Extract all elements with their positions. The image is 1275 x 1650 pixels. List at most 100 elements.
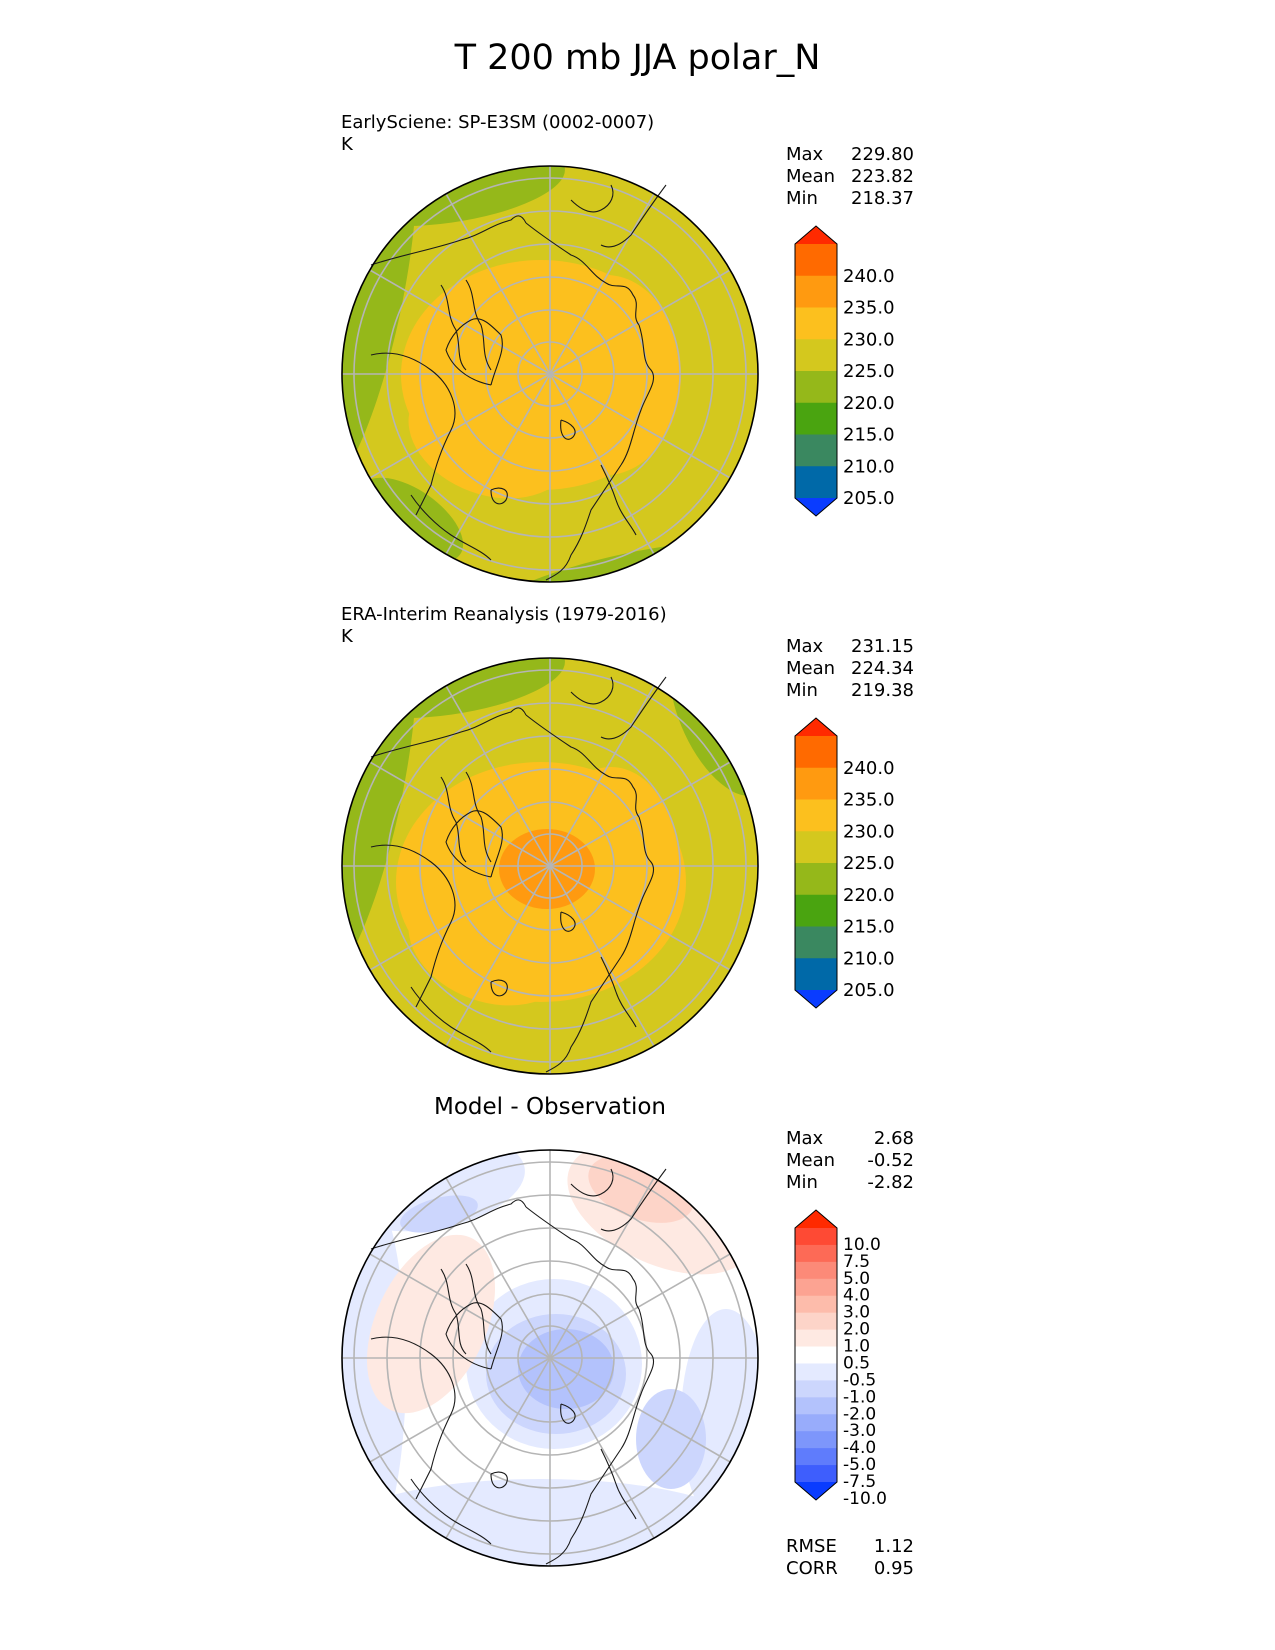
longitude-line [445,1357,551,1539]
coastlines [370,676,667,1073]
panel-difference: Model - Observation Max 2.68 Mean -0.52 Mi… [0,1092,1275,1592]
colorbar-tick-label: 2.0 [843,1320,870,1340]
colorbar: 10.07.55.04.03.02.01.00.5-0.5-1.0-2.0-3.… [794,1209,887,1506]
colorbar-segment [795,799,837,832]
stats-box: Max 2.68 Mean -0.52 Min -2.82 [786,1128,914,1194]
colorbar-extend-bottom [795,1482,837,1500]
longitude-line [369,1357,551,1463]
colorbar-tick-label: 240.0 [843,758,895,779]
coastline [370,707,527,758]
stat-label: Min [786,1172,818,1193]
coastline [600,464,637,536]
figure-title: T 200 mb JJA polar_N [454,38,821,78]
colorbar-segment [795,1465,837,1483]
coastline [490,487,508,505]
colorbar-tick-label: 235.0 [843,790,895,811]
graticule [342,1150,758,1566]
coastline [570,676,614,705]
coastlines [370,184,667,581]
colorbar-segment [795,1431,837,1449]
colorbar-tick-label: -3.0 [843,1421,876,1441]
colorbar-segment [795,1380,837,1398]
colorbar-tick-label: 3.0 [843,1303,870,1323]
longitude-line [549,761,731,867]
stat-label: Mean [786,658,836,679]
map-boundary [341,1149,759,1567]
coastline [370,1336,456,1500]
colorbar-segment [795,307,837,340]
contour-positive-region [366,1234,496,1414]
metric-label: RMSE [786,1536,837,1557]
longitude-line [369,269,551,375]
colorbar-tick-label: 7.5 [843,1252,870,1272]
colorbar-tick-label: -10.0 [843,1489,887,1506]
colorbar-tick-label: 215.0 [843,425,895,446]
coastline [525,222,640,326]
colorbar-segment [795,1329,837,1348]
colorbar-segment [795,1312,837,1331]
longitude-line [549,1253,731,1359]
colorbar-tick-label: 210.0 [843,948,895,969]
colorbar-tick-label: 215.0 [843,917,895,938]
colorbar-tick-label: 205.0 [843,488,895,509]
stat-min: Min 219.38 [786,680,914,702]
coastline [465,1263,492,1355]
colorbar-segment [795,371,837,404]
panel-units: K [341,134,353,155]
panel-observation: ERA-Interim Reanalysis (1979-2016) K Max… [0,600,1275,1100]
stat-value: 218.37 [851,188,914,209]
colorbar-segment [795,244,837,277]
longitude-line [549,269,731,375]
colorbar-extend-top [795,1210,837,1228]
coastline [490,979,508,997]
colorbar-outline [794,225,838,517]
colorbar-tick-label: 225.0 [843,853,895,874]
stat-mean: Mean 224.34 [786,658,914,680]
coastline [600,956,637,1028]
panel-units: K [341,626,353,647]
contour-mid-region [408,878,574,1006]
stat-label: Min [786,680,818,701]
colorbar-tick-label: 5.0 [843,1269,870,1289]
colorbar-extend-bottom [795,990,837,1008]
coastline [445,810,503,878]
longitude-line [549,865,655,1047]
metric-rmse: RMSE 1.12 [786,1536,914,1558]
colorbar-segment [795,434,837,467]
stat-min: Min 218.37 [786,188,914,210]
coastline [370,352,456,516]
stat-label: Mean [786,166,836,187]
stats-box: Max 229.80 Mean 223.82 Min 218.37 [786,144,914,210]
colorbar-segment [795,958,837,991]
stat-mean: Mean -0.52 [786,1150,914,1172]
stat-value: 2.68 [873,1128,914,1149]
stat-label: Max [786,636,824,657]
coastline [410,494,492,561]
coastline [440,1268,467,1355]
stat-value: -0.52 [867,1150,914,1171]
colorbar-segment [795,466,837,499]
colorbar-tick-label: 4.0 [843,1286,870,1306]
colorbar-outline [794,1209,838,1501]
coastline [600,184,667,248]
colorbar-segment [795,1363,837,1381]
colorbar-segment [795,1261,837,1280]
coastline [410,1478,492,1545]
coastline [445,1302,503,1370]
colorbar-tick-label: 0.5 [843,1353,870,1373]
colorbar-segment [795,402,837,435]
colorbar-extend-top [795,226,837,244]
coastline [545,1448,622,1565]
colorbar-outline [794,717,838,1009]
longitude-line [445,373,551,555]
coastline [545,956,622,1073]
coastline [560,911,576,932]
stat-value: 231.15 [851,636,914,657]
colorbar: 240.0 235.0 230.0 225.0 220.0 215.0 210.0 205.0… [794,717,895,1014]
colorbar-tick-label: 210.0 [843,456,895,477]
colorbar-segment [795,1295,837,1314]
colorbar-segment [795,863,837,896]
colorbar: 240.0 235.0 230.0 225.0 220.0 215.0 210.0 205.0… [794,225,895,522]
colorbar-tick-label: 220.0 [843,885,895,906]
colorbar-segment [795,1414,837,1432]
